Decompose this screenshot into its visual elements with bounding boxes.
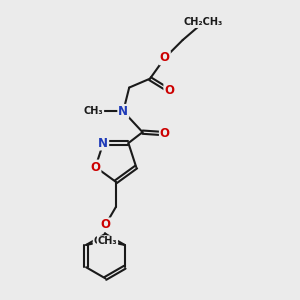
Text: O: O <box>160 51 170 64</box>
Text: CH₃: CH₃ <box>98 236 117 246</box>
Text: CH₂CH₃: CH₂CH₃ <box>184 17 223 27</box>
Text: O: O <box>164 84 174 97</box>
Text: O: O <box>91 160 100 173</box>
Text: CH₃: CH₃ <box>94 236 113 246</box>
Text: N: N <box>118 105 128 118</box>
Text: O: O <box>100 218 110 231</box>
Text: CH₃: CH₃ <box>84 106 103 116</box>
Text: O: O <box>160 127 170 140</box>
Text: N: N <box>98 136 108 150</box>
